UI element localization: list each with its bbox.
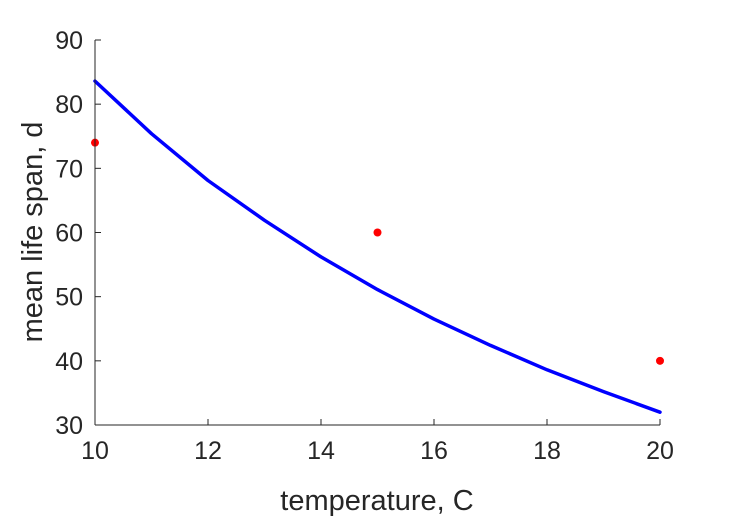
x-axis-title: temperature, C bbox=[280, 485, 473, 517]
y-axis: 30 40 50 60 70 80 90 bbox=[55, 27, 101, 440]
y-tick-label: 90 bbox=[55, 27, 83, 55]
x-tick-label: 12 bbox=[194, 437, 222, 465]
x-tick-label: 20 bbox=[646, 437, 674, 465]
model-curve bbox=[93, 79, 662, 414]
x-axis: 10 12 14 16 18 20 bbox=[81, 419, 674, 465]
data-point bbox=[656, 356, 664, 365]
plot-area bbox=[91, 79, 664, 414]
x-tick-label: 14 bbox=[307, 437, 335, 465]
data-point bbox=[373, 228, 382, 237]
x-tick-label: 10 bbox=[81, 437, 109, 465]
y-tick-label: 80 bbox=[55, 91, 83, 119]
x-tick-label: 16 bbox=[420, 437, 448, 465]
y-tick-label: 70 bbox=[55, 155, 83, 183]
y-tick-label: 40 bbox=[55, 348, 83, 376]
y-tick-label: 50 bbox=[55, 284, 83, 312]
y-tick-label: 60 bbox=[55, 220, 83, 248]
y-tick-label: 30 bbox=[55, 412, 83, 440]
x-tick-label: 18 bbox=[533, 437, 561, 465]
y-axis-title: mean life span, d bbox=[17, 122, 49, 343]
